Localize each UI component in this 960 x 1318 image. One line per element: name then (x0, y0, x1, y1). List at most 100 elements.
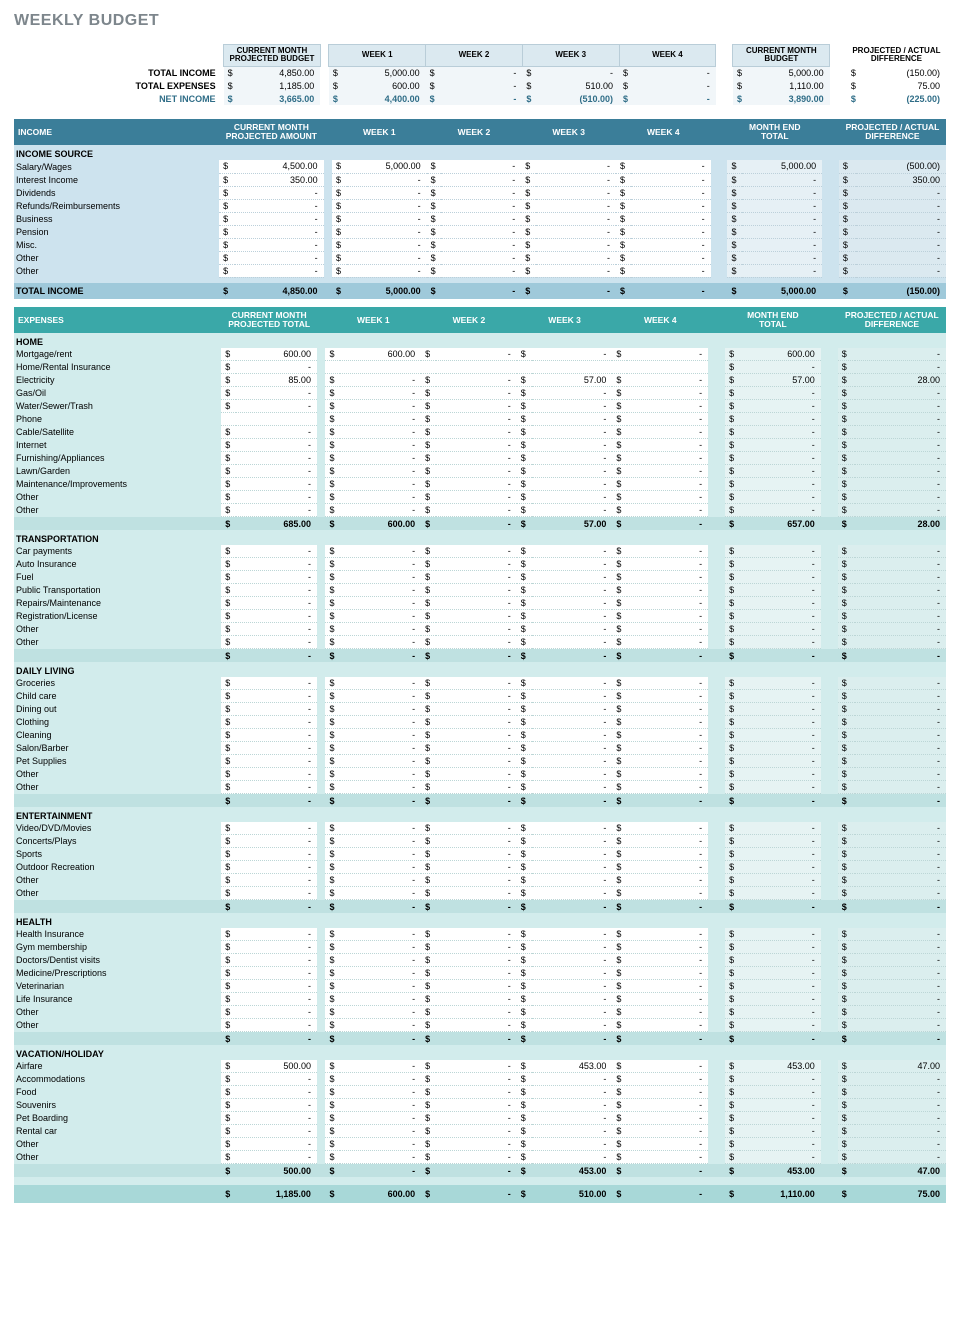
expense-row-label[interactable]: Dining out (14, 703, 221, 716)
amount-cell[interactable]: - (436, 1019, 517, 1032)
amount-cell[interactable]: - (235, 264, 323, 277)
amount-cell[interactable]: - (855, 439, 946, 452)
amount-cell[interactable]: - (627, 649, 708, 662)
expense-row-label[interactable]: Other (14, 887, 221, 900)
amount-cell[interactable]: - (855, 690, 946, 703)
expense-row-label[interactable]: Other (14, 1006, 221, 1019)
amount-cell[interactable]: - (340, 452, 421, 465)
amount-cell[interactable]: - (627, 690, 708, 703)
amount-cell[interactable]: (500.00) (856, 160, 946, 173)
amount-cell[interactable]: - (340, 1006, 421, 1019)
amount-cell[interactable]: - (436, 848, 517, 861)
amount-cell[interactable]: - (627, 742, 708, 755)
amount-cell[interactable]: - (436, 729, 517, 742)
amount-cell[interactable]: - (340, 703, 421, 716)
amount-cell[interactable]: - (740, 465, 821, 478)
amount-cell[interactable]: - (631, 160, 711, 173)
amount-cell[interactable]: - (340, 558, 421, 571)
expense-row-label[interactable]: Car payments (14, 545, 221, 558)
amount-cell[interactable]: - (855, 597, 946, 610)
amount-cell[interactable]: - (436, 1164, 517, 1177)
amount-cell[interactable]: - (627, 980, 708, 993)
amount-cell[interactable]: - (436, 954, 517, 967)
amount-cell[interactable]: - (742, 199, 822, 212)
expense-row-label[interactable]: Outdoor Recreation (14, 861, 221, 874)
amount-cell[interactable]: - (236, 610, 317, 623)
amount-cell[interactable]: - (441, 212, 521, 225)
amount-cell[interactable]: - (340, 413, 421, 426)
amount-cell[interactable]: - (855, 703, 946, 716)
amount-cell[interactable]: 600.00 (340, 348, 421, 361)
amount-cell[interactable]: - (340, 584, 421, 597)
amount-cell[interactable]: - (740, 822, 821, 835)
amount-cell[interactable]: - (236, 742, 317, 755)
amount-cell[interactable]: - (436, 887, 517, 900)
amount-cell[interactable]: - (856, 251, 946, 264)
amount-cell[interactable]: - (340, 742, 421, 755)
expense-row-label[interactable]: Sports (14, 848, 221, 861)
amount-cell[interactable]: - (740, 1032, 821, 1045)
amount-cell[interactable]: - (235, 199, 323, 212)
amount-cell[interactable]: - (855, 716, 946, 729)
amount-cell[interactable]: - (740, 504, 821, 517)
amount-cell[interactable]: - (236, 361, 317, 374)
amount-cell[interactable]: - (740, 361, 821, 374)
expense-row-label[interactable]: Other (14, 781, 221, 794)
amount-cell[interactable]: - (235, 212, 323, 225)
income-row-label[interactable]: Pension (14, 225, 219, 238)
amount-cell[interactable]: - (532, 649, 613, 662)
expense-row-label[interactable]: Food (14, 1086, 221, 1099)
amount-cell[interactable]: - (742, 225, 822, 238)
amount-cell[interactable]: - (340, 941, 421, 954)
income-row-label[interactable]: Dividends (14, 186, 219, 199)
amount-cell[interactable]: - (627, 558, 708, 571)
amount-cell[interactable]: - (532, 900, 613, 913)
amount-cell[interactable]: - (236, 768, 317, 781)
amount-cell[interactable]: 350.00 (235, 173, 323, 186)
amount-cell[interactable]: - (532, 861, 613, 874)
amount-cell[interactable]: - (742, 251, 822, 264)
amount-cell[interactable]: - (742, 186, 822, 199)
amount-cell[interactable]: - (532, 1138, 613, 1151)
amount-cell[interactable]: - (236, 623, 317, 636)
amount-cell[interactable]: - (856, 186, 946, 199)
amount-cell[interactable]: - (627, 861, 708, 874)
amount-cell[interactable]: - (347, 251, 427, 264)
amount-cell[interactable]: - (627, 755, 708, 768)
amount-cell[interactable]: - (532, 1006, 613, 1019)
amount-cell[interactable]: - (855, 1112, 946, 1125)
amount-cell[interactable]: - (441, 186, 521, 199)
amount-cell[interactable]: - (627, 387, 708, 400)
amount-cell[interactable]: 4,850.00 (235, 283, 323, 299)
amount-cell[interactable]: - (855, 478, 946, 491)
amount-cell[interactable]: - (855, 491, 946, 504)
amount-cell[interactable]: - (627, 1019, 708, 1032)
amount-cell[interactable]: - (340, 478, 421, 491)
amount-cell[interactable]: - (627, 465, 708, 478)
amount-cell[interactable]: - (340, 1019, 421, 1032)
amount-cell[interactable]: - (855, 1019, 946, 1032)
amount-cell[interactable]: - (340, 887, 421, 900)
amount-cell[interactable]: - (236, 781, 317, 794)
amount-cell[interactable]: - (532, 413, 613, 426)
amount-cell[interactable]: - (236, 426, 317, 439)
amount-cell[interactable]: - (236, 558, 317, 571)
amount-cell[interactable]: - (740, 545, 821, 558)
amount-cell[interactable]: - (340, 504, 421, 517)
amount-cell[interactable]: - (855, 900, 946, 913)
amount-cell[interactable]: - (532, 755, 613, 768)
amount-cell[interactable]: - (532, 716, 613, 729)
amount-cell[interactable]: - (441, 251, 521, 264)
amount-cell[interactable]: - (740, 610, 821, 623)
amount-cell[interactable]: 28.00 (855, 517, 946, 530)
amount-cell[interactable]: - (236, 794, 317, 807)
amount-cell[interactable]: - (340, 1073, 421, 1086)
amount-cell[interactable]: - (740, 413, 821, 426)
amount-cell[interactable]: - (631, 283, 711, 299)
amount-cell[interactable]: - (627, 887, 708, 900)
amount-cell[interactable]: - (532, 1112, 613, 1125)
amount-cell[interactable]: - (740, 1019, 821, 1032)
amount-cell[interactable]: - (436, 1112, 517, 1125)
amount-cell[interactable]: - (340, 1086, 421, 1099)
expense-row-label[interactable]: Home/Rental Insurance (14, 361, 221, 374)
